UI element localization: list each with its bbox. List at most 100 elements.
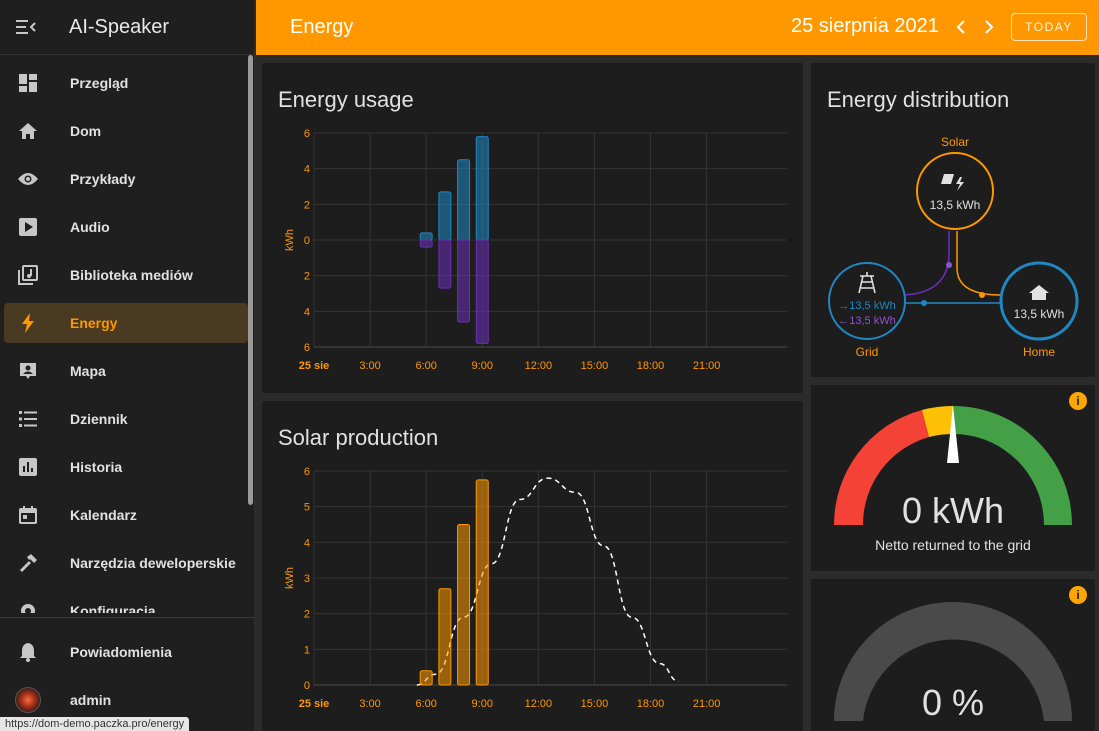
sidebar-item-biblioteka[interactable]: Biblioteka mediów [4, 255, 248, 295]
info-icon[interactable]: i [1069, 392, 1087, 410]
sidebar-item-przyklady[interactable]: Przykłady [4, 159, 248, 199]
home-label: Home [1023, 345, 1055, 359]
sidebar-nav: Przegląd Dom Przykłady Audio Biblioteka … [0, 55, 248, 613]
menu-open-icon [16, 20, 36, 34]
solar-production-card: Solar production 6 5 4 3 2 1 0 25 sie 3:00 6:00 9:… [262, 401, 803, 731]
sidebar-item-user[interactable]: admin [4, 680, 248, 720]
sidebar-item-konfiguracja[interactable]: Konfiguracja [4, 591, 248, 613]
user-name: admin [70, 692, 112, 708]
y-tick-label: 6 [304, 128, 310, 140]
sidebar-item-label: Dom [70, 123, 102, 139]
sidebar-item-label: Historia [70, 459, 123, 475]
sidebar-item-dom[interactable]: Dom [4, 111, 248, 151]
today-button[interactable]: TODAY [1011, 13, 1087, 41]
sidebar-scrollbar[interactable] [248, 55, 253, 505]
solar-production-chart: 6 5 4 3 2 1 0 25 sie 3:00 6:00 9:00 12:00 15:00 18:00… [284, 466, 787, 710]
y-tick-label: 3 [304, 573, 310, 585]
list-icon [6, 410, 50, 428]
x-tick-label: 18:00 [637, 698, 665, 710]
sidebar-item-kalendarz[interactable]: Kalendarz [4, 495, 248, 535]
solar-node[interactable] [916, 152, 994, 230]
sidebar-item-notifications[interactable]: Powiadomienia [4, 632, 248, 672]
x-tick-label: 3:00 [359, 360, 380, 372]
hammer-icon [6, 553, 50, 573]
forecast-line [416, 477, 679, 686]
gauge-segment-green [953, 406, 1072, 525]
x-tick-label: 15:00 [581, 360, 609, 372]
bell-icon [6, 642, 50, 662]
x-tick-label: 21:00 [693, 360, 721, 372]
transmission-tower-icon [858, 272, 876, 294]
energy-distribution-card: Energy distribution Solar 13,5 kWh →13,5… [811, 63, 1095, 377]
sidebar-item-historia[interactable]: Historia [4, 447, 248, 487]
bar [438, 239, 452, 289]
grid-import-value: →13,5 kWh [838, 300, 895, 312]
play-box-icon [6, 217, 50, 237]
x-tick-label: 3:00 [359, 698, 380, 710]
grid-node[interactable] [828, 262, 906, 340]
grid-return-gauge: 0 kWh Netto returned to the grid [833, 405, 1072, 553]
bar [475, 479, 489, 686]
bar [419, 232, 433, 241]
gauge-needle [947, 405, 959, 463]
x-tick-label: 9:00 [472, 360, 493, 372]
dashboard-icon [6, 73, 50, 93]
chart-box-icon [6, 457, 50, 477]
home-node[interactable] [999, 261, 1079, 341]
bar [419, 670, 433, 686]
y-tick-label: 0 [304, 680, 310, 692]
home-icon [6, 121, 50, 141]
flow-dot [946, 262, 952, 268]
y-tick-label: 4 [304, 306, 310, 318]
lightning-bolt-icon [6, 313, 50, 333]
sidebar-header: AI-Speaker [0, 0, 254, 55]
sidebar-item-przeglad[interactable]: Przegląd [4, 63, 248, 103]
y-axis-label: kWh [284, 229, 296, 251]
y-tick-label: 1 [304, 644, 310, 656]
grid-label: Grid [856, 345, 879, 359]
info-icon[interactable]: i [1069, 586, 1087, 604]
sidebar-item-dziennik[interactable]: Dziennik [4, 399, 248, 439]
sidebar-item-energy[interactable]: Energy [4, 303, 248, 343]
gauge-value: 0 kWh [902, 490, 1004, 531]
solar-label: Solar [941, 135, 969, 149]
sidebar-item-label: Przegląd [70, 75, 129, 91]
sidebar-item-label: Energy [70, 315, 118, 331]
bar [457, 524, 471, 686]
sidebar-item-label: Mapa [70, 363, 106, 379]
next-period-button[interactable] [977, 14, 1001, 40]
grid-return-flow [898, 231, 950, 296]
y-tick-label: 2 [304, 199, 310, 211]
gauge-track [834, 602, 1072, 721]
y-axis-label: kWh [284, 567, 296, 589]
gauge-segment-red [833, 410, 929, 525]
bar [475, 239, 489, 344]
x-tick-label: 9:00 [472, 698, 493, 710]
sidebar-item-label: Audio [70, 219, 110, 235]
notifications-label: Powiadomienia [70, 644, 172, 660]
sidebar-item-audio[interactable]: Audio [4, 207, 248, 247]
sidebar-item-mapa[interactable]: Mapa [4, 351, 248, 391]
y-tick-label: 2 [304, 271, 310, 283]
grid-return-gauge-card: i 0 kWh Netto returned to the grid [811, 385, 1095, 571]
bar [457, 159, 471, 241]
energy-usage-card: Energy usage 6 4 2 0 2 4 6 25 sie 3:00 6:00 9:00 12… [262, 63, 803, 393]
x-tick-label: 12:00 [525, 698, 553, 710]
menu-toggle-button[interactable] [0, 0, 52, 55]
y-tick-label: 4 [304, 537, 310, 549]
y-tick-label: 4 [304, 164, 310, 176]
self-consumption-gauge-card: i 0 % [811, 579, 1095, 731]
top-bar: Energy 25 sierpnia 2021 TODAY [256, 0, 1099, 55]
sidebar-item-label: Kalendarz [70, 507, 137, 523]
x-tick-label: 25 sie [299, 698, 330, 710]
bar [457, 239, 471, 323]
sidebar-item-narzedzia[interactable]: Narzędzia deweloperskie [4, 543, 248, 583]
y-tick-label: 0 [304, 235, 310, 247]
calendar-icon [6, 505, 50, 525]
eye-icon [6, 171, 50, 187]
previous-period-button[interactable] [949, 14, 973, 40]
x-tick-label: 25 sie [299, 360, 330, 372]
bar [438, 191, 452, 241]
app-title: AI-Speaker [69, 15, 170, 38]
